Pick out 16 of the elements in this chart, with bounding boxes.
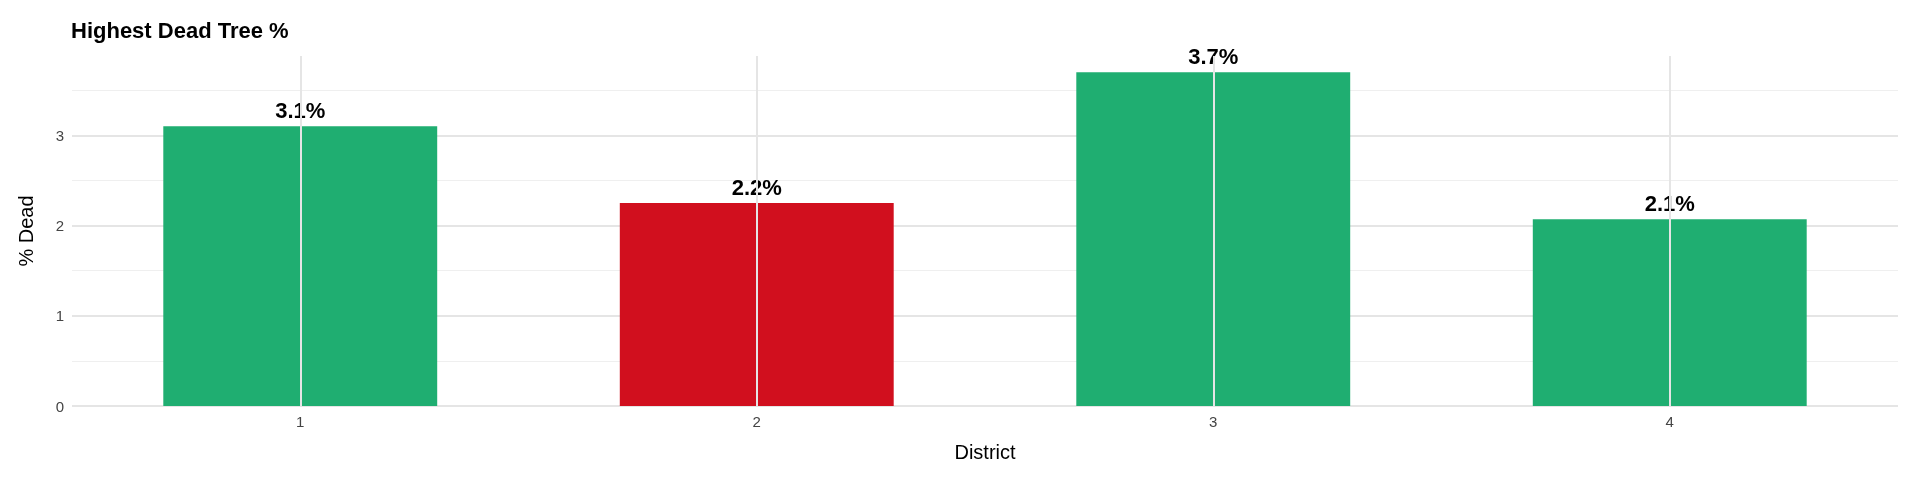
bar bbox=[1532, 219, 1807, 406]
bar bbox=[1076, 72, 1351, 406]
y-tick-label: 0 bbox=[55, 397, 64, 415]
bar bbox=[163, 126, 438, 406]
y-tick-label: 2 bbox=[55, 217, 64, 235]
bar bbox=[619, 203, 894, 406]
chart-title: Highest Dead Tree % bbox=[71, 17, 289, 43]
y-tick-label: 1 bbox=[55, 307, 64, 325]
x-axis-title: District bbox=[954, 441, 1016, 463]
x-tick-label: 1 bbox=[296, 413, 305, 430]
x-tick-label: 4 bbox=[1665, 413, 1674, 430]
data-label: 3.7% bbox=[1188, 43, 1239, 69]
x-tick-label: 3 bbox=[1209, 413, 1218, 430]
x-tick-label: 2 bbox=[752, 413, 761, 430]
y-tick-label: 3 bbox=[55, 126, 64, 144]
y-axis-title: % Dead bbox=[15, 195, 37, 267]
